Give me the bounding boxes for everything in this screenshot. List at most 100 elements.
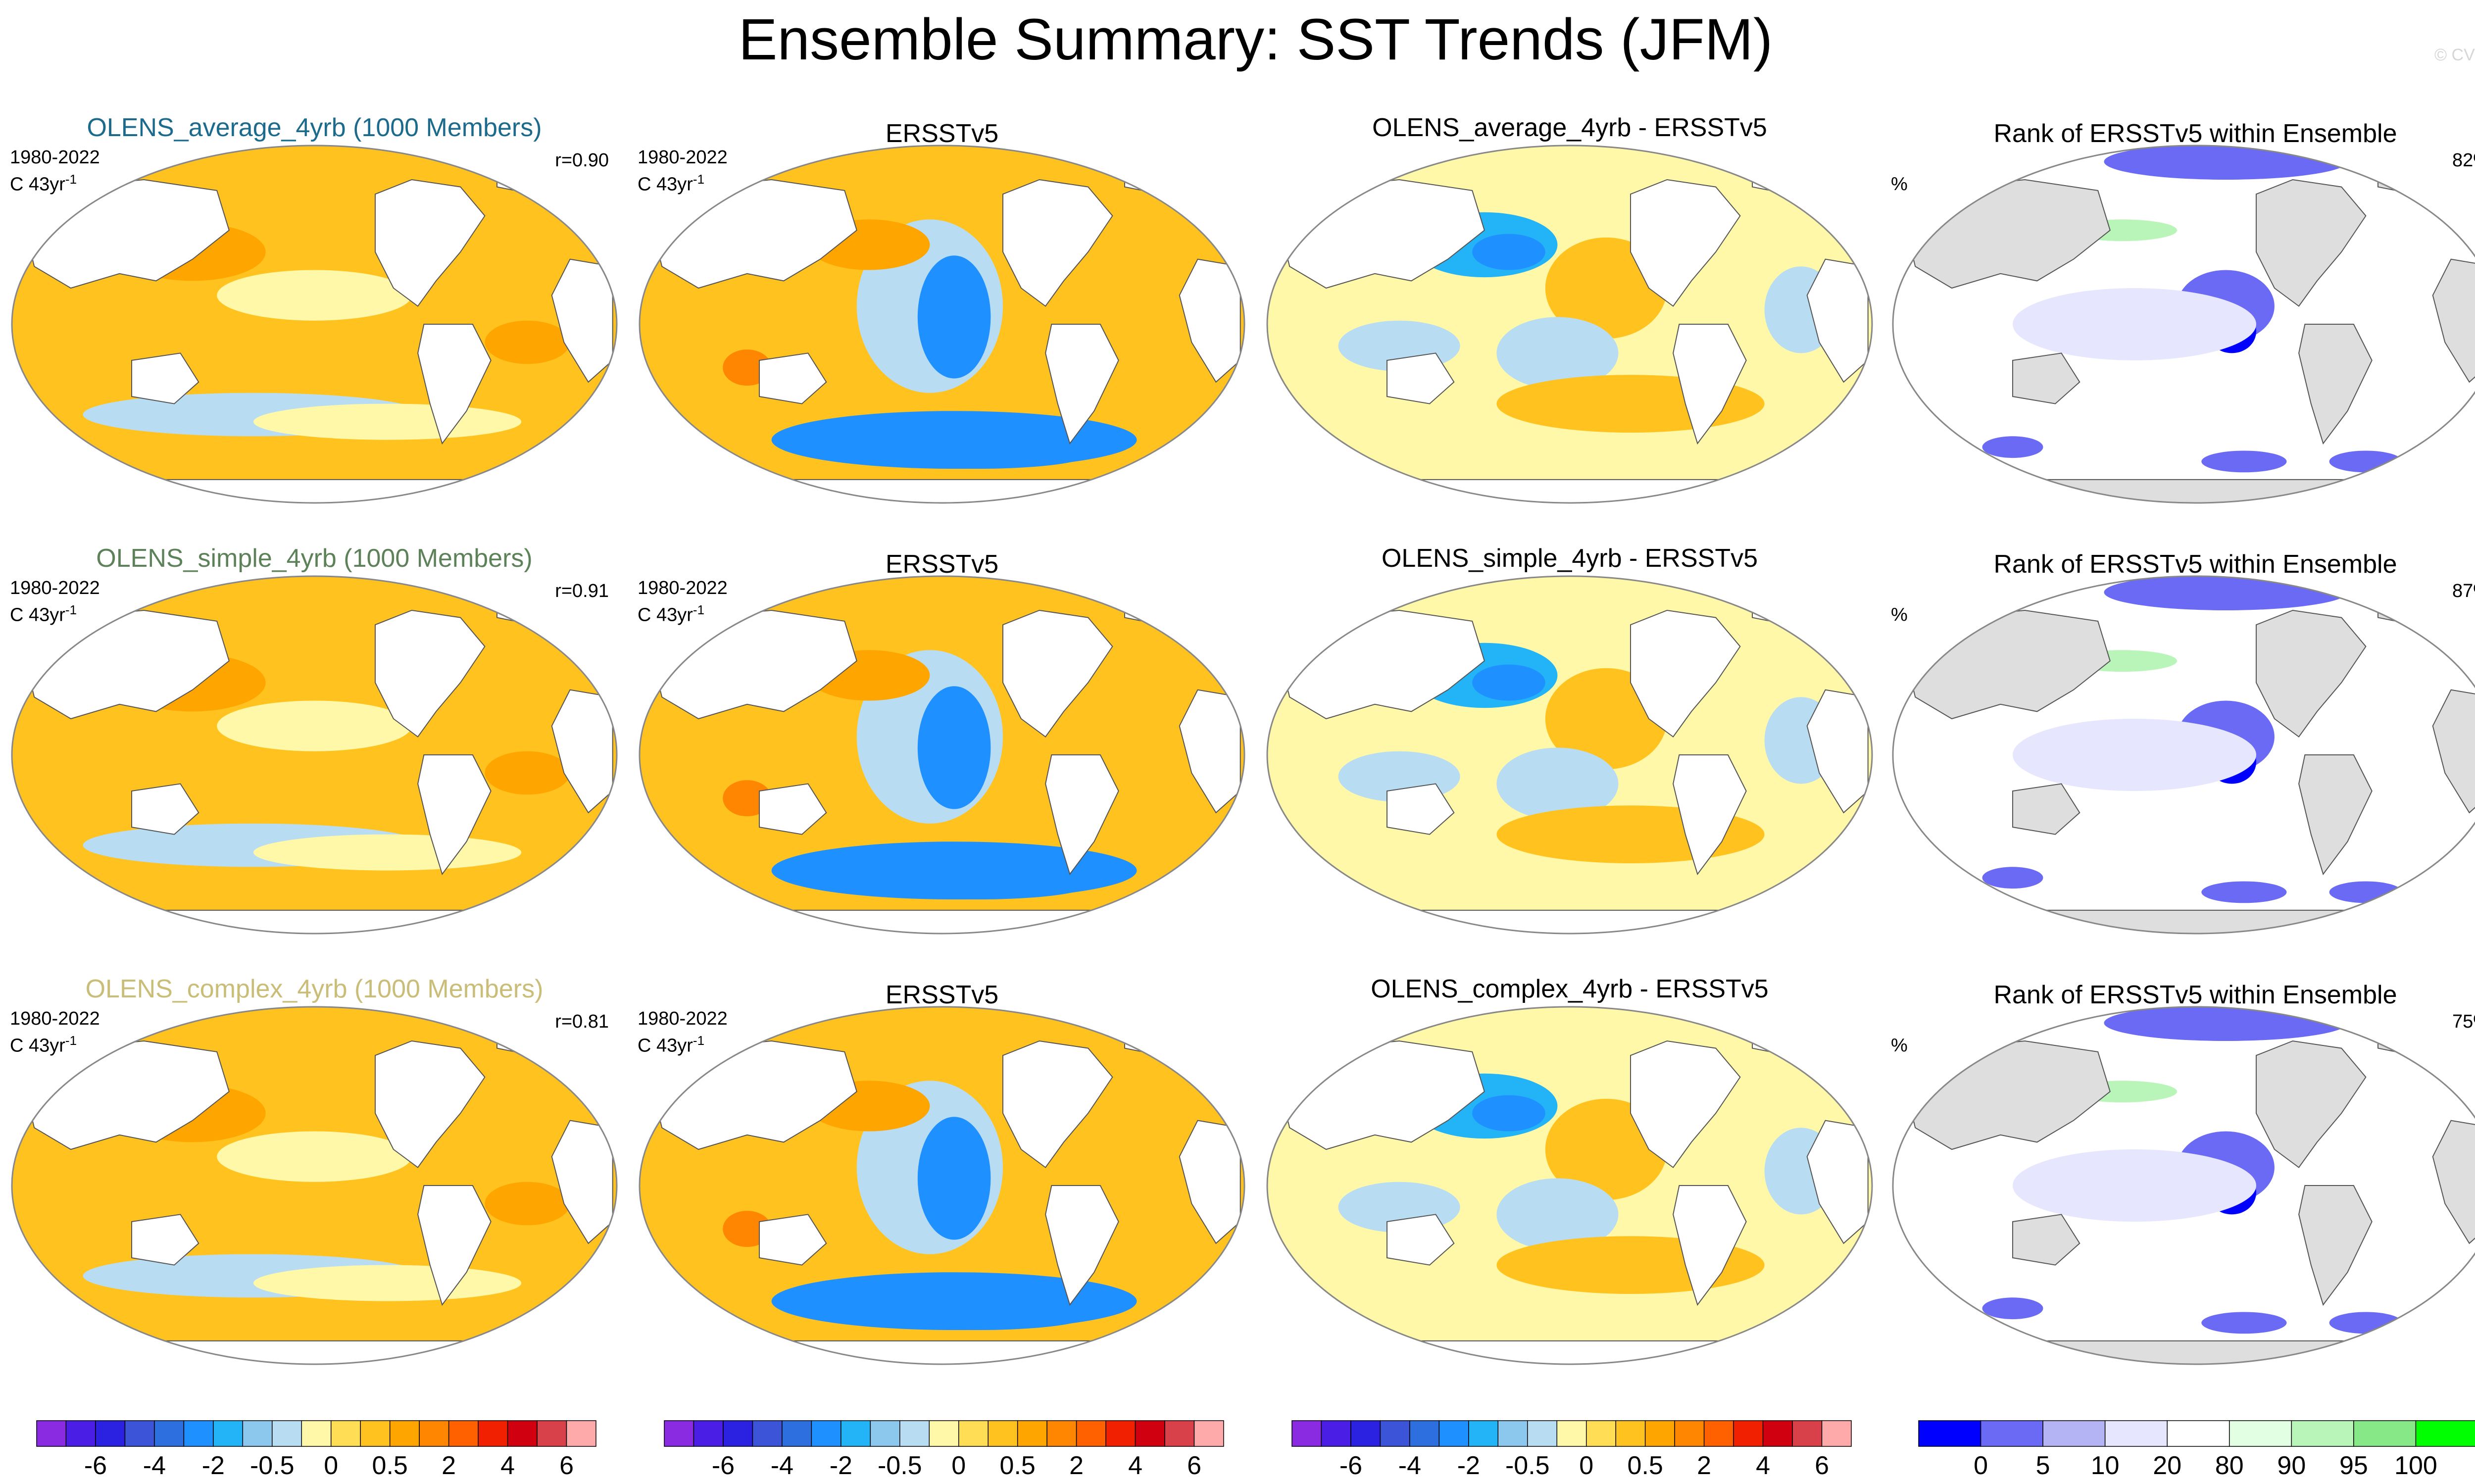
model-map-1 bbox=[11, 145, 618, 504]
land-antarctica bbox=[1951, 909, 2439, 934]
model-anomaly-region-6 bbox=[485, 751, 570, 795]
map-outline bbox=[639, 575, 1245, 935]
model-map-2 bbox=[11, 575, 618, 935]
colorbar-swatch bbox=[65, 1420, 96, 1447]
colorbar-tick-label: 4 bbox=[1756, 1451, 1770, 1480]
colorbar-tick-label: 95 bbox=[2339, 1451, 2368, 1480]
colorbar-swatch bbox=[507, 1420, 538, 1447]
colorbar-swatch bbox=[301, 1420, 332, 1447]
map-outline bbox=[1266, 575, 1873, 935]
land-greenland bbox=[2377, 588, 2427, 626]
colorbar-tick-label: 2 bbox=[1069, 1451, 1084, 1480]
cvdp-watermark: © CVDP bbox=[2434, 46, 2475, 64]
colorbar-swatch bbox=[841, 1420, 871, 1447]
land-namerica bbox=[1002, 1040, 1113, 1168]
rank-anomaly-region-4 bbox=[2013, 1149, 2256, 1222]
units-exponent: -1 bbox=[693, 602, 705, 617]
land-australia bbox=[131, 352, 199, 404]
colorbar-swatch bbox=[1321, 1420, 1351, 1447]
map-outline bbox=[11, 575, 618, 935]
model-anomaly-region-6 bbox=[485, 320, 570, 364]
colorbar-swatch bbox=[870, 1420, 900, 1447]
rank-panel-title: Rank of ERSSTv5 within Ensemble bbox=[1993, 119, 2397, 148]
obs-panel-title: ERSSTv5 bbox=[885, 981, 999, 1009]
colorbar-swatch bbox=[1821, 1420, 1852, 1447]
colorbar-tick-label: 4 bbox=[500, 1451, 515, 1480]
period-label: 1980-2022 bbox=[638, 578, 728, 598]
colorbar-swatch bbox=[1076, 1420, 1106, 1447]
diff-map-2 bbox=[1266, 575, 1873, 935]
land-namerica bbox=[1002, 179, 1113, 307]
land-antarctica bbox=[1326, 479, 1814, 503]
land-greenland bbox=[2377, 1019, 2427, 1056]
colorbar-tick-label: 20 bbox=[2153, 1451, 2181, 1480]
land-namerica bbox=[2256, 1040, 2367, 1168]
colorbar-swatch bbox=[537, 1420, 567, 1447]
colorbar-swatch bbox=[2291, 1420, 2354, 1447]
colorbar-swatch bbox=[1105, 1420, 1136, 1447]
units-text: C 43yr bbox=[10, 1035, 65, 1056]
map-outline bbox=[1892, 575, 2475, 935]
land-africa bbox=[2432, 1120, 2475, 1244]
colorbar-swatch bbox=[389, 1420, 420, 1447]
colorbar-tick-label: 10 bbox=[2091, 1451, 2120, 1480]
land-greenland bbox=[496, 588, 546, 626]
rank-panel-title: Rank of ERSSTv5 within Ensemble bbox=[1993, 981, 2397, 1009]
colorbar-tick-label: -4 bbox=[1398, 1451, 1421, 1480]
colorbar-tick-label: -2 bbox=[830, 1451, 852, 1480]
land-australia bbox=[2012, 1214, 2080, 1266]
land-antarctica bbox=[70, 909, 558, 934]
rank-anomaly-region-7 bbox=[1982, 867, 2043, 889]
colorbar-swatch bbox=[723, 1420, 753, 1447]
land-greenland bbox=[1752, 588, 1802, 626]
land-africa bbox=[2432, 689, 2475, 814]
land-samerica bbox=[417, 324, 492, 445]
land-antarctica bbox=[1951, 1340, 2439, 1364]
diff-anomaly-region-2 bbox=[1472, 664, 1545, 701]
colorbar-swatch bbox=[1017, 1420, 1047, 1447]
period-label: 1980-2022 bbox=[10, 147, 100, 168]
colorbar-swatch bbox=[899, 1420, 930, 1447]
colorbar-tick-label: -6 bbox=[84, 1451, 107, 1480]
colorbar-tick-label: -0.5 bbox=[250, 1451, 295, 1480]
colorbar-tick-label: 0 bbox=[1579, 1451, 1593, 1480]
colorbar-swatch bbox=[95, 1420, 126, 1447]
trend-colorbar-2: -6 -4 -2 -0.5 0 0.5 2 4 6 bbox=[664, 1420, 1224, 1480]
land-antarctica bbox=[1326, 909, 1814, 934]
obs-panel-title: ERSSTv5 bbox=[885, 119, 999, 148]
colorbar-swatch bbox=[782, 1420, 812, 1447]
correlation-label: r=0.81 bbox=[555, 1011, 609, 1032]
rank-map-1 bbox=[1892, 145, 2475, 504]
units-label: C 43yr-1 bbox=[638, 599, 704, 626]
rank-colorbar-4: 0 5 10 20 80 90 95 100 bbox=[1918, 1420, 2475, 1480]
land-australia bbox=[759, 783, 827, 835]
land-antarctica bbox=[70, 479, 558, 503]
period-label: 1980-2022 bbox=[10, 578, 100, 598]
obs-anomaly-region-2 bbox=[917, 1117, 991, 1240]
colorbar-tick-label: -6 bbox=[1339, 1451, 1362, 1480]
obs-map-2 bbox=[639, 575, 1245, 935]
colorbar-tick-label: 0 bbox=[324, 1451, 338, 1480]
diff-map-3 bbox=[1266, 1006, 1873, 1365]
map-outline bbox=[1892, 1006, 2475, 1365]
land-antarctica bbox=[698, 479, 1186, 503]
colorbar-swatch bbox=[124, 1420, 155, 1447]
obs-map-1 bbox=[639, 145, 1245, 504]
land-antarctica bbox=[1326, 1340, 1814, 1364]
units-text: C 43yr bbox=[638, 1035, 693, 1056]
land-samerica bbox=[417, 754, 492, 876]
colorbar-tick-label: 5 bbox=[2036, 1451, 2050, 1480]
colorbar-swatch bbox=[1497, 1420, 1528, 1447]
land-namerica bbox=[2256, 609, 2367, 738]
colorbar-swatch bbox=[419, 1420, 449, 1447]
colorbar-swatch bbox=[1762, 1420, 1793, 1447]
obs-map-3 bbox=[639, 1006, 1245, 1365]
model-anomaly-region-6 bbox=[485, 1182, 570, 1226]
rank-unit-label: % bbox=[1891, 604, 1908, 625]
diff-anomaly-region-2 bbox=[1472, 1095, 1545, 1132]
obs-anomaly-region-4 bbox=[869, 870, 1089, 899]
land-antarctica bbox=[70, 1340, 558, 1364]
land-australia bbox=[131, 1214, 199, 1266]
colorbar-tick-label: 6 bbox=[1187, 1451, 1201, 1480]
land-africa bbox=[2432, 258, 2475, 383]
